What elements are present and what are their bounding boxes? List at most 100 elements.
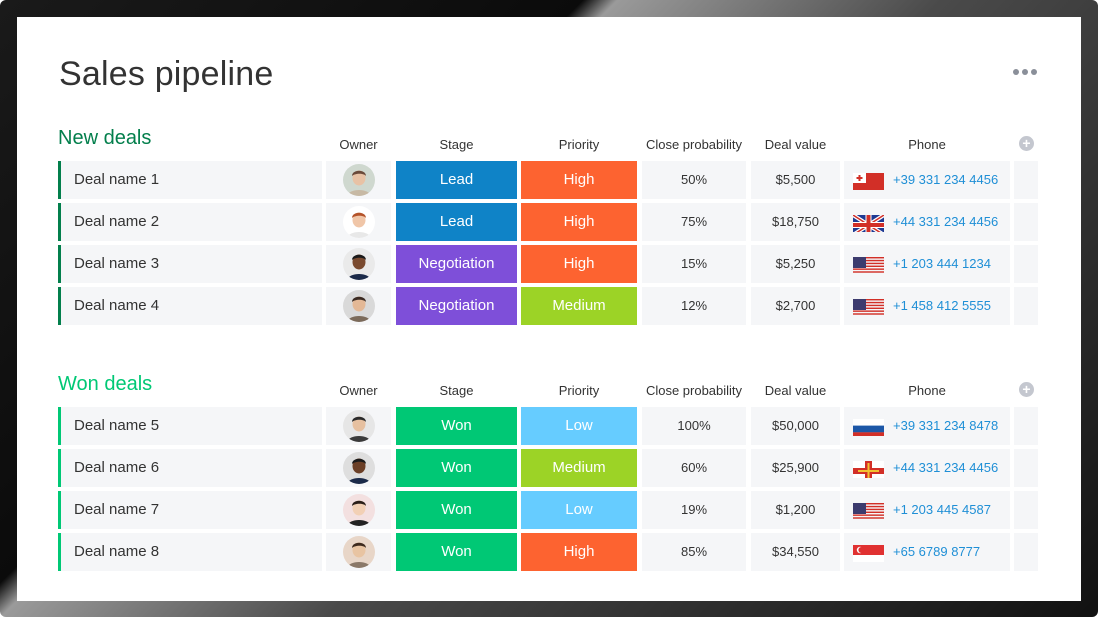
stage-status[interactable]: Negotiation — [396, 245, 517, 283]
column-header-deal-value[interactable]: Deal value — [764, 137, 827, 152]
close-probability-cell[interactable]: 19% — [642, 491, 746, 529]
stage-status[interactable]: Won — [396, 491, 517, 529]
table-row[interactable]: Deal name 5 Won Low 100% $50,000 +39 331 23… — [58, 407, 1038, 445]
priority-status[interactable]: Medium — [521, 449, 637, 487]
add-column-icon[interactable]: + — [1019, 382, 1034, 397]
close-probability-cell[interactable]: 100% — [642, 407, 746, 445]
deal-value-cell[interactable]: $2,700 — [751, 287, 840, 325]
close-probability-cell[interactable]: 12% — [642, 287, 746, 325]
table-row[interactable]: Deal name 2 Lead High 75% $18,750 +44 331 2… — [58, 203, 1038, 241]
owner-cell[interactable] — [326, 203, 391, 241]
owner-cell[interactable] — [326, 287, 391, 325]
owner-cell[interactable] — [326, 449, 391, 487]
more-options-icon[interactable] — [1013, 65, 1039, 79]
stage-status[interactable]: Negotiation — [396, 287, 517, 325]
phone-cell[interactable]: +1 203 445 4587 — [844, 491, 1010, 529]
phone-number-link[interactable]: +39 331 234 8478 — [893, 418, 999, 433]
priority-status[interactable]: High — [521, 203, 637, 241]
column-header-stage[interactable]: Stage — [439, 383, 474, 398]
owner-cell[interactable] — [326, 533, 391, 571]
priority-status[interactable]: Low — [521, 407, 637, 445]
uk-flag-icon — [853, 212, 884, 232]
add-column-icon[interactable]: + — [1019, 136, 1034, 151]
close-probability-cell[interactable]: 50% — [642, 161, 746, 199]
priority-status[interactable]: High — [521, 245, 637, 283]
stage-status[interactable]: Won — [396, 407, 517, 445]
table-row[interactable]: Deal name 4 Negotiation Medium 12% $2,700 +1… — [58, 287, 1038, 325]
deal-value-cell[interactable]: $34,550 — [751, 533, 840, 571]
empty-cell[interactable] — [1014, 161, 1038, 199]
column-header-phone[interactable]: Phone — [908, 137, 946, 152]
phone-number-link[interactable]: +44 331 234 4456 — [893, 214, 999, 229]
phone-cell[interactable]: +39 331 234 4456 — [844, 161, 1010, 199]
deal-name-cell[interactable]: Deal name 1 — [58, 161, 322, 199]
column-header-close-probability[interactable]: Close probability — [645, 383, 743, 398]
phone-cell[interactable]: +44 331 234 4456 — [844, 203, 1010, 241]
column-header-stage[interactable]: Stage — [439, 137, 474, 152]
column-header-owner[interactable]: Owner — [339, 137, 378, 152]
phone-number-link[interactable]: +1 203 445 4587 — [893, 502, 991, 517]
close-probability-cell[interactable]: 15% — [642, 245, 746, 283]
close-probability-cell[interactable]: 75% — [642, 203, 746, 241]
phone-number-link[interactable]: +39 331 234 4456 — [893, 172, 999, 187]
phone-cell[interactable]: +65 6789 8777 — [844, 533, 1010, 571]
deal-name-cell[interactable]: Deal name 6 — [58, 449, 322, 487]
deal-name-cell[interactable]: Deal name 5 — [58, 407, 322, 445]
empty-cell[interactable] — [1014, 203, 1038, 241]
table-row[interactable]: Deal name 6 Won Medium 60% $25,900 +44 331 … — [58, 449, 1038, 487]
column-header-phone[interactable]: Phone — [908, 383, 946, 398]
owner-cell[interactable] — [326, 161, 391, 199]
stage-status[interactable]: Lead — [396, 203, 517, 241]
phone-number-link[interactable]: +1 203 444 1234 — [893, 256, 991, 271]
priority-status[interactable]: Medium — [521, 287, 637, 325]
group-title[interactable]: Won deals — [58, 373, 153, 395]
deal-value-cell[interactable]: $18,750 — [751, 203, 840, 241]
deal-name-cell[interactable]: Deal name 8 — [58, 533, 322, 571]
stage-status[interactable]: Lead — [396, 161, 517, 199]
empty-cell[interactable] — [1014, 449, 1038, 487]
empty-cell[interactable] — [1014, 245, 1038, 283]
deal-value-cell[interactable]: $25,900 — [751, 449, 840, 487]
phone-number-link[interactable]: +65 6789 8777 — [893, 544, 981, 559]
table-row[interactable]: Deal name 7 Won Low 19% $1,200 +1 203 445 45… — [58, 491, 1038, 529]
deal-name-cell[interactable]: Deal name 7 — [58, 491, 322, 529]
stage-status[interactable]: Won — [396, 449, 517, 487]
table-row[interactable]: Deal name 1 Lead High 50% $5,500 +39 331 23… — [58, 161, 1038, 199]
deal-value-cell[interactable]: $50,000 — [751, 407, 840, 445]
deal-value-cell[interactable]: $5,250 — [751, 245, 840, 283]
deal-value-cell[interactable]: $1,200 — [751, 491, 840, 529]
empty-cell[interactable] — [1014, 533, 1038, 571]
column-header-priority[interactable]: Priority — [558, 137, 600, 152]
group-color-bar — [58, 287, 61, 325]
close-probability-cell[interactable]: 85% — [642, 533, 746, 571]
column-header-close-probability[interactable]: Close probability — [645, 137, 743, 152]
table-row[interactable]: Deal name 3 Negotiation High 15% $5,250 +1 2… — [58, 245, 1038, 283]
deal-name-cell[interactable]: Deal name 2 — [58, 203, 322, 241]
deal-name-cell[interactable]: Deal name 3 — [58, 245, 322, 283]
close-probability-cell[interactable]: 60% — [642, 449, 746, 487]
deal-name: Deal name 7 — [74, 501, 160, 518]
priority-status[interactable]: High — [521, 161, 637, 199]
empty-cell[interactable] — [1014, 491, 1038, 529]
owner-cell[interactable] — [326, 245, 391, 283]
phone-number-link[interactable]: +44 331 234 4456 — [893, 460, 999, 475]
column-header-deal-value[interactable]: Deal value — [764, 383, 827, 398]
phone-cell[interactable]: +39 331 234 8478 — [844, 407, 1010, 445]
phone-cell[interactable]: +44 331 234 4456 — [844, 449, 1010, 487]
phone-cell[interactable]: +1 203 444 1234 — [844, 245, 1010, 283]
empty-cell[interactable] — [1014, 287, 1038, 325]
priority-status[interactable]: High — [521, 533, 637, 571]
empty-cell[interactable] — [1014, 407, 1038, 445]
owner-cell[interactable] — [326, 407, 391, 445]
table-row[interactable]: Deal name 8 Won High 85% $34,550 +65 6789 8… — [58, 533, 1038, 571]
priority-status[interactable]: Low — [521, 491, 637, 529]
column-header-priority[interactable]: Priority — [558, 383, 600, 398]
stage-status[interactable]: Won — [396, 533, 517, 571]
deal-value-cell[interactable]: $5,500 — [751, 161, 840, 199]
phone-cell[interactable]: +1 458 412 5555 — [844, 287, 1010, 325]
column-header-owner[interactable]: Owner — [339, 383, 378, 398]
phone-number-link[interactable]: +1 458 412 5555 — [893, 298, 991, 313]
owner-cell[interactable] — [326, 491, 391, 529]
group-title[interactable]: New deals — [58, 127, 152, 149]
deal-name-cell[interactable]: Deal name 4 — [58, 287, 322, 325]
